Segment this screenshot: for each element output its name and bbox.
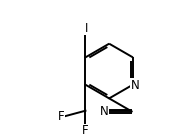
Text: N: N bbox=[100, 105, 109, 118]
Text: I: I bbox=[84, 22, 88, 35]
Text: F: F bbox=[82, 124, 89, 137]
Text: N: N bbox=[131, 79, 140, 92]
Text: F: F bbox=[58, 110, 65, 123]
